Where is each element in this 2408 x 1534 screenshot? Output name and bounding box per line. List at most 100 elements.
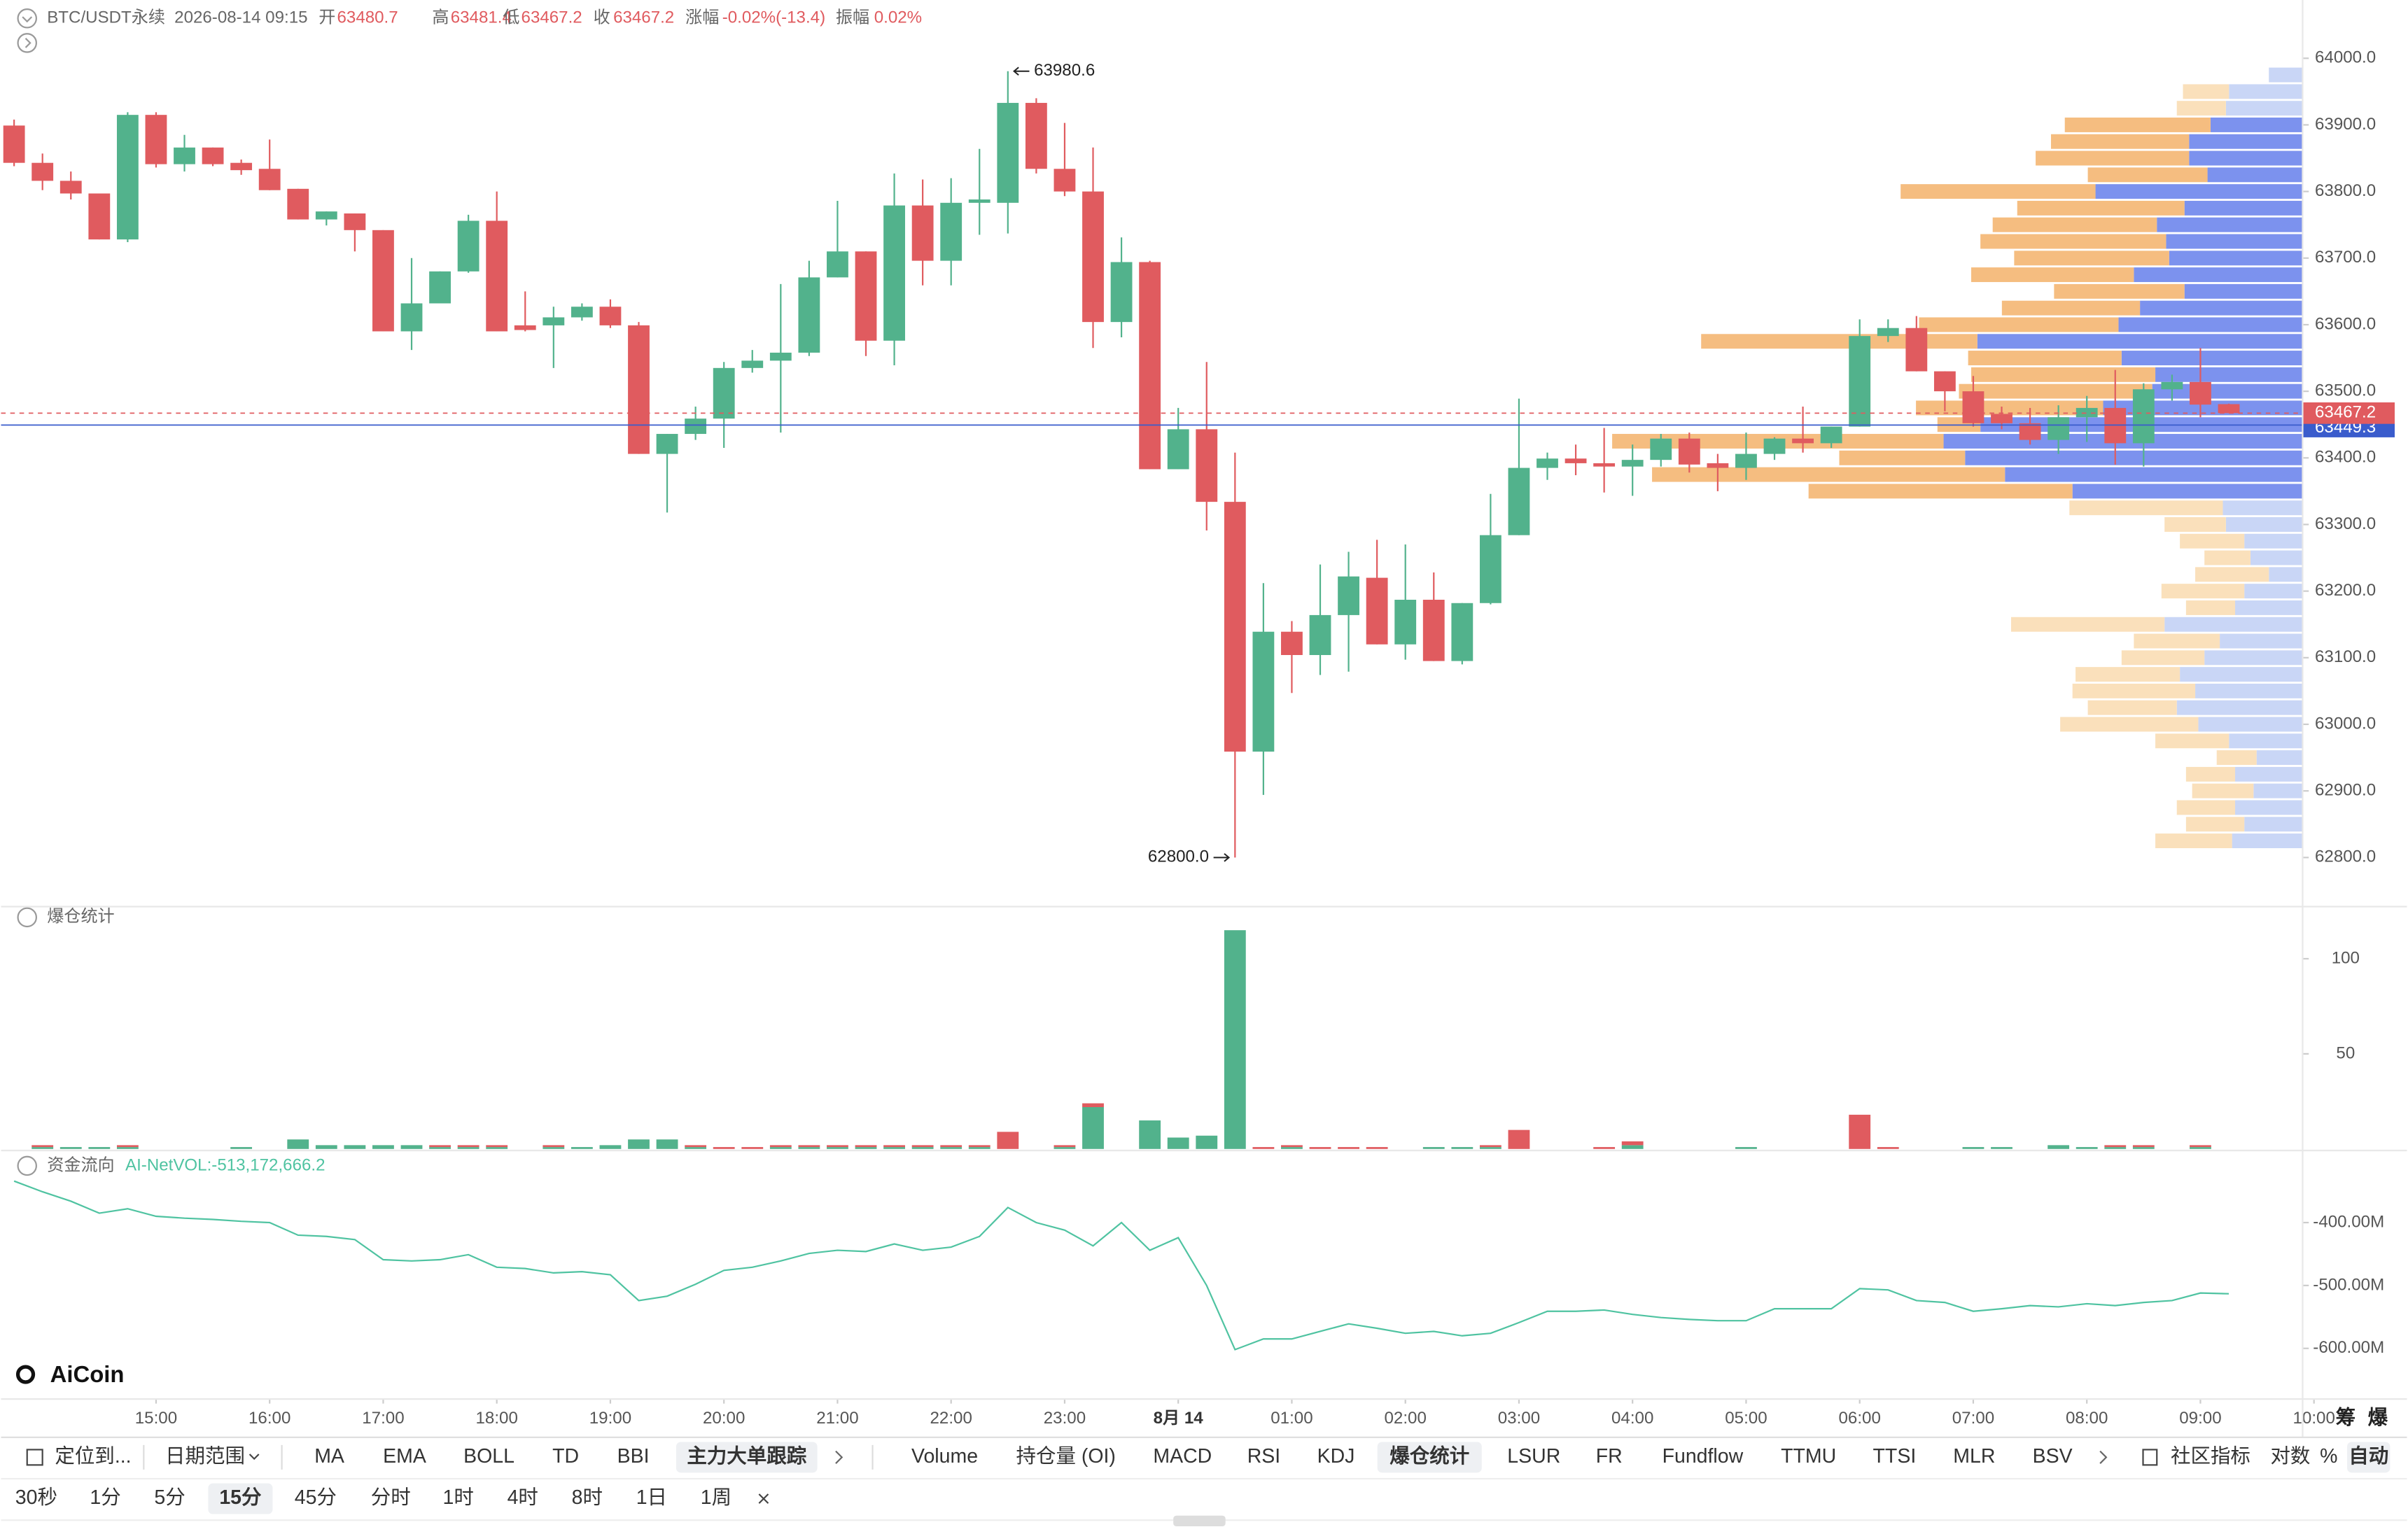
candle-body bbox=[486, 220, 508, 332]
toolbar-button[interactable]: MACD bbox=[1153, 1445, 1212, 1468]
candle-body bbox=[713, 367, 735, 419]
profile-bar bbox=[1919, 317, 2119, 332]
x-tick-label: 07:00 bbox=[1952, 1409, 1994, 1428]
profile-bar bbox=[1968, 351, 2122, 366]
toolbar-button[interactable]: 自动 bbox=[2348, 1445, 2388, 1468]
chevron[interactable] bbox=[835, 1450, 844, 1464]
toolbar-button[interactable]: 1周 bbox=[701, 1486, 732, 1509]
toolbar-button[interactable]: RSI bbox=[1247, 1445, 1280, 1468]
toolbar-button[interactable]: 社区指标 bbox=[2171, 1445, 2250, 1468]
x-tick-label: 16:00 bbox=[248, 1409, 290, 1428]
toolbar-button[interactable]: TD bbox=[552, 1445, 579, 1468]
toolbar-button[interactable]: 30秒 bbox=[15, 1486, 57, 1509]
candle-body bbox=[1621, 460, 1644, 467]
liquidation-bar bbox=[713, 1147, 735, 1149]
open-value: 63480.7 bbox=[337, 8, 398, 27]
toolbar-button[interactable]: 定位到... bbox=[55, 1445, 131, 1468]
x-tick-label: 10:00 bbox=[2293, 1409, 2335, 1428]
toolbar-button[interactable]: 1分 bbox=[90, 1486, 120, 1509]
profile-bar bbox=[2087, 700, 2177, 715]
axis-button[interactable]: 筹 bbox=[2336, 1406, 2356, 1429]
candle-body bbox=[1139, 262, 1161, 470]
candle-body bbox=[429, 271, 451, 304]
toolbar-button[interactable]: 8时 bbox=[572, 1486, 603, 1509]
profile-bar bbox=[2134, 267, 2303, 283]
toolbar-button[interactable]: % bbox=[2320, 1445, 2337, 1468]
toolbar-button[interactable]: BSV bbox=[2033, 1445, 2073, 1468]
toolbar-button[interactable]: TTSI bbox=[1873, 1445, 1917, 1468]
liquidation-bar bbox=[2190, 1145, 2211, 1148]
toolbar-button[interactable]: 持仓量 (OI) bbox=[1016, 1445, 1116, 1468]
toolbar-button[interactable]: 爆仓统计 bbox=[1390, 1444, 1469, 1468]
toolbar-button[interactable]: KDJ bbox=[1317, 1445, 1355, 1468]
y-tick-label: 64000.0 bbox=[2315, 48, 2376, 67]
liquidation-bar bbox=[542, 1147, 565, 1149]
toolbar-button[interactable]: 5分 bbox=[154, 1486, 185, 1509]
toolbar-button[interactable]: MA bbox=[314, 1445, 344, 1468]
profile-bar bbox=[1980, 234, 2166, 249]
toolbar-button[interactable]: 15分 bbox=[219, 1486, 262, 1509]
y-tick-label: 63500.0 bbox=[2315, 381, 2376, 400]
toolbar-button[interactable]: 1日 bbox=[636, 1486, 667, 1509]
candle-body bbox=[1933, 371, 1956, 392]
liquidation-bar bbox=[883, 1145, 905, 1148]
toolbar-button[interactable]: BOLL bbox=[463, 1445, 514, 1468]
liquidation-bar bbox=[570, 1147, 593, 1149]
candle-body bbox=[1394, 600, 1417, 645]
min-arrow bbox=[1213, 853, 1231, 862]
toolbar-button[interactable]: 分时 bbox=[371, 1486, 411, 1509]
toolbar-button[interactable]: EMA bbox=[383, 1445, 426, 1468]
close-icon[interactable] bbox=[758, 1493, 769, 1504]
axis-button[interactable]: 爆 bbox=[2368, 1407, 2388, 1429]
low-value: 63467.2 bbox=[522, 8, 582, 27]
toolbar-button[interactable]: Volume bbox=[911, 1445, 978, 1468]
liquidation-bar bbox=[1167, 1137, 1189, 1149]
fund-flow-line bbox=[13, 1180, 2230, 1351]
profile-bar bbox=[2180, 533, 2245, 549]
profile-bar bbox=[2155, 733, 2230, 749]
toolbar-button[interactable]: BBI bbox=[617, 1445, 650, 1468]
liquidation-bar bbox=[1082, 1103, 1104, 1108]
toolbar-button[interactable]: TTMU bbox=[1781, 1445, 1836, 1468]
toolbar-button[interactable]: LSUR bbox=[1507, 1445, 1560, 1468]
panel-title: 爆仓统计 bbox=[47, 907, 114, 926]
profile-bar bbox=[2157, 217, 2303, 232]
profile-bar bbox=[2269, 567, 2303, 582]
candle-body bbox=[855, 251, 877, 341]
liquidation-bar bbox=[59, 1147, 82, 1149]
profile-bar bbox=[2235, 600, 2303, 615]
resize-handle[interactable] bbox=[1173, 1515, 1226, 1527]
toolbar-button[interactable]: 日期范围 bbox=[165, 1445, 245, 1468]
toolbar-button[interactable]: Fundflow bbox=[1662, 1445, 1744, 1468]
toolbar-button[interactable]: 主力大单跟踪 bbox=[687, 1444, 806, 1468]
candle-body bbox=[1962, 391, 1984, 423]
profile-bar bbox=[2060, 717, 2199, 732]
candle-body bbox=[1593, 463, 1616, 467]
profile-bar bbox=[2176, 700, 2303, 715]
toolbar-button[interactable]: 1时 bbox=[443, 1486, 474, 1509]
open-label: 开 bbox=[318, 8, 335, 27]
toolbar-button[interactable]: 4时 bbox=[507, 1486, 538, 1509]
y-tick-label: 63800.0 bbox=[2315, 181, 2376, 200]
liquidation-bar bbox=[1281, 1147, 1303, 1149]
liquidation-bar bbox=[940, 1145, 962, 1148]
max-annotation: 63980.6 bbox=[1034, 61, 1095, 80]
x-tick-label: 04:00 bbox=[1611, 1409, 1653, 1428]
expand-icon[interactable] bbox=[17, 33, 37, 53]
candle-body bbox=[1735, 453, 1757, 468]
chevron[interactable] bbox=[2099, 1450, 2108, 1464]
toolbar-button[interactable]: 对数 bbox=[2270, 1445, 2310, 1468]
profile-bar bbox=[1965, 450, 2303, 465]
toolbar-button[interactable]: 45分 bbox=[295, 1486, 337, 1509]
y-tick-label: 63700.0 bbox=[2315, 248, 2376, 267]
layers: 62800.0 62900.0 63000.0 63100.0 63200.0 63300… bbox=[1, 48, 2395, 1514]
candle-body bbox=[59, 181, 82, 194]
profile-bar bbox=[2164, 517, 2226, 532]
toolbar-button[interactable]: MLR bbox=[1953, 1445, 1995, 1468]
toolbar-button[interactable]: FR bbox=[1596, 1445, 1623, 1468]
liquidation-bar bbox=[344, 1145, 366, 1149]
collapse-icon[interactable] bbox=[17, 8, 37, 29]
logo: AiCoin bbox=[50, 1361, 125, 1387]
liquidation-bar bbox=[429, 1145, 451, 1148]
